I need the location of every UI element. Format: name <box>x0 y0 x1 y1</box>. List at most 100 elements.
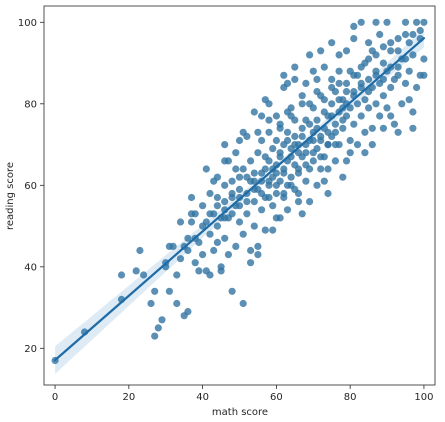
scatter-point <box>151 287 159 295</box>
scatter-point <box>331 120 339 128</box>
scatter-point <box>401 30 410 39</box>
scatter-point <box>247 157 255 165</box>
scatter-point <box>265 116 273 124</box>
scatter-point <box>342 157 351 165</box>
scatter-point <box>357 63 365 71</box>
scatter-point <box>317 153 325 161</box>
scatter-point <box>306 100 314 108</box>
scatter-point <box>213 222 221 230</box>
scatter-point <box>306 198 314 206</box>
scatter-point <box>372 51 380 59</box>
scatter-point <box>184 246 192 255</box>
scatter-point <box>187 193 196 202</box>
scatter-point <box>357 112 365 120</box>
scatter-point <box>221 198 229 206</box>
scatter-point <box>269 145 277 153</box>
scatter-point <box>232 149 240 157</box>
scatter-point <box>306 51 314 59</box>
y-tick-label: 80 <box>24 99 37 110</box>
y-axis-label: reading score <box>5 162 16 230</box>
confidence-band <box>55 28 424 375</box>
scatter-point <box>199 251 207 259</box>
scatter-point <box>324 141 332 149</box>
scatter-point <box>409 51 417 59</box>
regression-line <box>53 37 426 362</box>
scatter-point <box>379 92 387 100</box>
scatter-point <box>235 136 244 145</box>
scatter-point <box>379 59 387 67</box>
scatter-point <box>272 189 280 198</box>
scatter-point <box>294 149 303 157</box>
scatter-point <box>283 128 292 136</box>
scatter-point <box>213 193 221 202</box>
scatter-point <box>346 136 354 145</box>
scatter-point <box>254 128 262 136</box>
scatter-point <box>409 108 417 116</box>
scatter-point <box>401 79 410 87</box>
scatter-point <box>320 177 328 185</box>
scatter-point <box>250 169 258 177</box>
scatter-point <box>250 198 258 206</box>
scatter-point <box>280 71 288 79</box>
scatter-point <box>258 112 266 120</box>
scatter-point <box>132 267 140 275</box>
scatter-point <box>361 149 369 157</box>
scatter-point <box>239 299 247 308</box>
scatter-point <box>324 189 332 198</box>
scatter-point <box>335 96 343 104</box>
scatter-point <box>199 222 207 230</box>
scatter-point <box>309 157 317 165</box>
scatter-point <box>350 120 358 128</box>
scatter-point <box>213 202 221 210</box>
scatter-point <box>254 242 262 250</box>
scatter-point <box>405 96 413 104</box>
scatter-point <box>350 35 358 43</box>
x-tick-label: 0 <box>52 392 58 403</box>
scatter-point <box>206 210 214 218</box>
scatter-point <box>235 202 244 210</box>
scatter-point <box>173 299 181 308</box>
scatter-point <box>335 67 343 75</box>
scatter-point <box>302 177 310 185</box>
scatter-point <box>258 136 266 145</box>
scatter-point <box>313 181 321 189</box>
scatter-point <box>213 238 221 246</box>
scatter-point <box>140 271 148 279</box>
scatter-point <box>191 210 199 218</box>
plot-frame <box>43 5 436 386</box>
scatter-point <box>331 128 339 136</box>
scatter-point <box>361 96 369 104</box>
scatter-point <box>224 251 232 259</box>
scatter-point <box>365 55 373 63</box>
scatter-point <box>387 112 395 120</box>
scatter-point <box>361 128 369 136</box>
scatter-point <box>147 299 155 308</box>
scatter-point <box>365 104 373 112</box>
scatter-point <box>283 206 292 214</box>
scatter-point <box>221 181 229 189</box>
scatter-point <box>235 185 244 193</box>
scatter-point <box>324 128 332 136</box>
scatter-point <box>254 149 262 157</box>
scatter-point <box>324 165 332 173</box>
scatter-point <box>258 206 266 214</box>
scatter-point <box>335 79 343 87</box>
scatter-point <box>291 75 299 83</box>
scatter-point <box>291 141 299 149</box>
scatter-point <box>339 124 347 132</box>
scatter-point <box>350 22 358 30</box>
scatter-point <box>206 189 214 198</box>
x-tick-label: 20 <box>122 392 135 403</box>
scatter-point <box>221 157 229 165</box>
scatter-point <box>247 259 255 267</box>
scatter-point <box>247 246 255 255</box>
scatter-point <box>206 230 214 238</box>
scatter-point <box>405 67 413 75</box>
scatter-point <box>339 173 347 181</box>
scatter-point <box>232 242 240 250</box>
scatter-point <box>165 242 173 250</box>
scatter-point <box>298 132 306 140</box>
scatter-point <box>368 141 376 149</box>
y-tick-label: 60 <box>24 181 37 192</box>
